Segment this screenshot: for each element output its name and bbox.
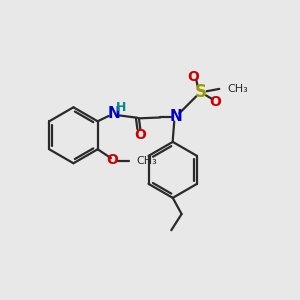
Text: CH₃: CH₃ [136,156,157,166]
Text: O: O [106,153,118,166]
Text: N: N [107,106,120,122]
Text: CH₃: CH₃ [227,84,248,94]
Text: O: O [188,70,199,83]
Text: S: S [195,83,207,101]
Text: O: O [134,128,146,142]
Text: O: O [209,95,221,109]
Text: N: N [169,110,182,124]
Text: H: H [116,101,126,114]
